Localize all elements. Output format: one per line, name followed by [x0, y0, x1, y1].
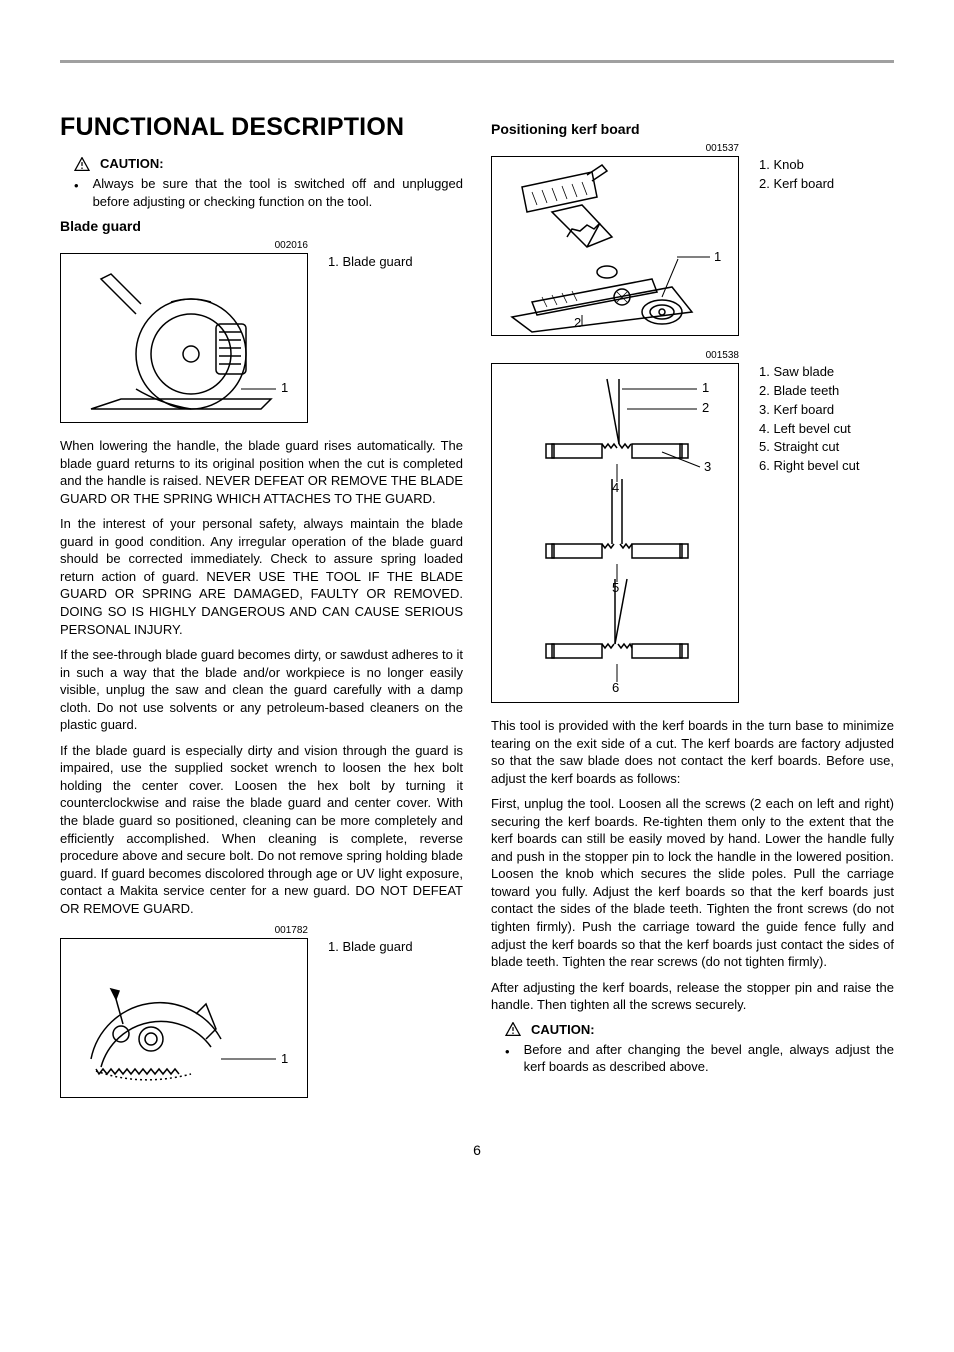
figure-legend: 1. Saw blade 2. Blade teeth 3. Kerf boar…: [759, 363, 859, 703]
paragraph: First, unplug the tool. Loosen all the s…: [491, 795, 894, 970]
legend-item: 1. Blade guard: [328, 253, 413, 272]
legend-item: 5. Straight cut: [759, 438, 859, 457]
page: FUNCTIONAL DESCRIPTION CAUTION: • Always…: [0, 0, 954, 1198]
figure-legend: 1. Blade guard: [328, 253, 413, 423]
legend-item: 1. Blade guard: [328, 938, 413, 957]
warning-icon: [505, 1022, 521, 1036]
figure-legend: 1. Knob 2. Kerf board: [759, 156, 834, 336]
bullet-dot: •: [74, 175, 79, 210]
figure-001782: 1: [60, 938, 308, 1098]
caution-label: CAUTION:: [100, 156, 164, 171]
paragraph: If the blade guard is especially dirty a…: [60, 742, 463, 917]
caution-text: Before and after changing the bevel angl…: [524, 1041, 894, 1076]
blade-guard-heading: Blade guard: [60, 218, 463, 234]
miter-saw-illustration: [61, 254, 307, 422]
figure-001538: 1 2 3 4 5 6: [491, 363, 739, 703]
figure-001782-wrap: 001782: [60, 925, 463, 1098]
warning-icon: [74, 157, 90, 171]
callout-4: 4: [612, 480, 619, 495]
bullet-dot: •: [505, 1041, 510, 1076]
legend-item: 3. Kerf board: [759, 401, 859, 420]
legend-item: 6. Right bevel cut: [759, 457, 859, 476]
callout-3: 3: [704, 459, 711, 474]
legend-item: 2. Kerf board: [759, 175, 834, 194]
figure-code: 001782: [60, 925, 308, 936]
callout-1: 1: [281, 1051, 288, 1066]
callout-2: 2: [702, 400, 709, 415]
callout-2: 2: [574, 315, 581, 330]
page-number: 6: [60, 1142, 894, 1158]
legend-item: 1. Saw blade: [759, 363, 859, 382]
figure-002016: 1: [60, 253, 308, 423]
caution-text: Always be sure that the tool is switched…: [93, 175, 463, 210]
list-item: • Always be sure that the tool is switch…: [74, 175, 463, 210]
two-column-layout: FUNCTIONAL DESCRIPTION CAUTION: • Always…: [60, 113, 894, 1112]
paragraph: This tool is provided with the kerf boar…: [491, 717, 894, 787]
figure-code: 001538: [491, 350, 739, 361]
right-column: Positioning kerf board 001537: [491, 113, 894, 1112]
blade-guard-detail-illustration: [61, 939, 307, 1097]
paragraph: When lowering the handle, the blade guar…: [60, 437, 463, 507]
figure-002016-wrap: 002016: [60, 240, 463, 423]
caution-row: CAUTION:: [74, 156, 463, 171]
main-heading: FUNCTIONAL DESCRIPTION: [60, 113, 463, 142]
kerf-heading: Positioning kerf board: [491, 121, 894, 137]
callout-6: 6: [612, 680, 619, 695]
paragraph: If the see-through blade guard becomes d…: [60, 646, 463, 734]
legend-item: 2. Blade teeth: [759, 382, 859, 401]
figure-code: 001537: [491, 143, 739, 154]
callout-1: 1: [714, 249, 721, 264]
legend-item: 1. Knob: [759, 156, 834, 175]
callout-1: 1: [281, 380, 288, 395]
left-column: FUNCTIONAL DESCRIPTION CAUTION: • Always…: [60, 113, 463, 1112]
figure-code: 002016: [60, 240, 308, 251]
list-item: • Before and after changing the bevel an…: [505, 1041, 894, 1076]
paragraph: After adjusting the kerf boards, release…: [491, 979, 894, 1014]
callout-1: 1: [702, 380, 709, 395]
figure-001538-wrap: 001538: [491, 350, 894, 703]
legend-item: 4. Left bevel cut: [759, 420, 859, 439]
figure-legend: 1. Blade guard: [328, 938, 413, 1098]
figure-001537-wrap: 001537: [491, 143, 894, 336]
caution-row: CAUTION:: [505, 1022, 894, 1037]
callout-5: 5: [612, 580, 619, 595]
top-rule: [60, 60, 894, 63]
paragraph: In the interest of your personal safety,…: [60, 515, 463, 638]
caution-list: • Always be sure that the tool is switch…: [74, 175, 463, 210]
kerf-board-illustration: [492, 157, 738, 335]
figure-001537: 1 2: [491, 156, 739, 336]
caution-label: CAUTION:: [531, 1022, 595, 1037]
caution-list: • Before and after changing the bevel an…: [505, 1041, 894, 1076]
